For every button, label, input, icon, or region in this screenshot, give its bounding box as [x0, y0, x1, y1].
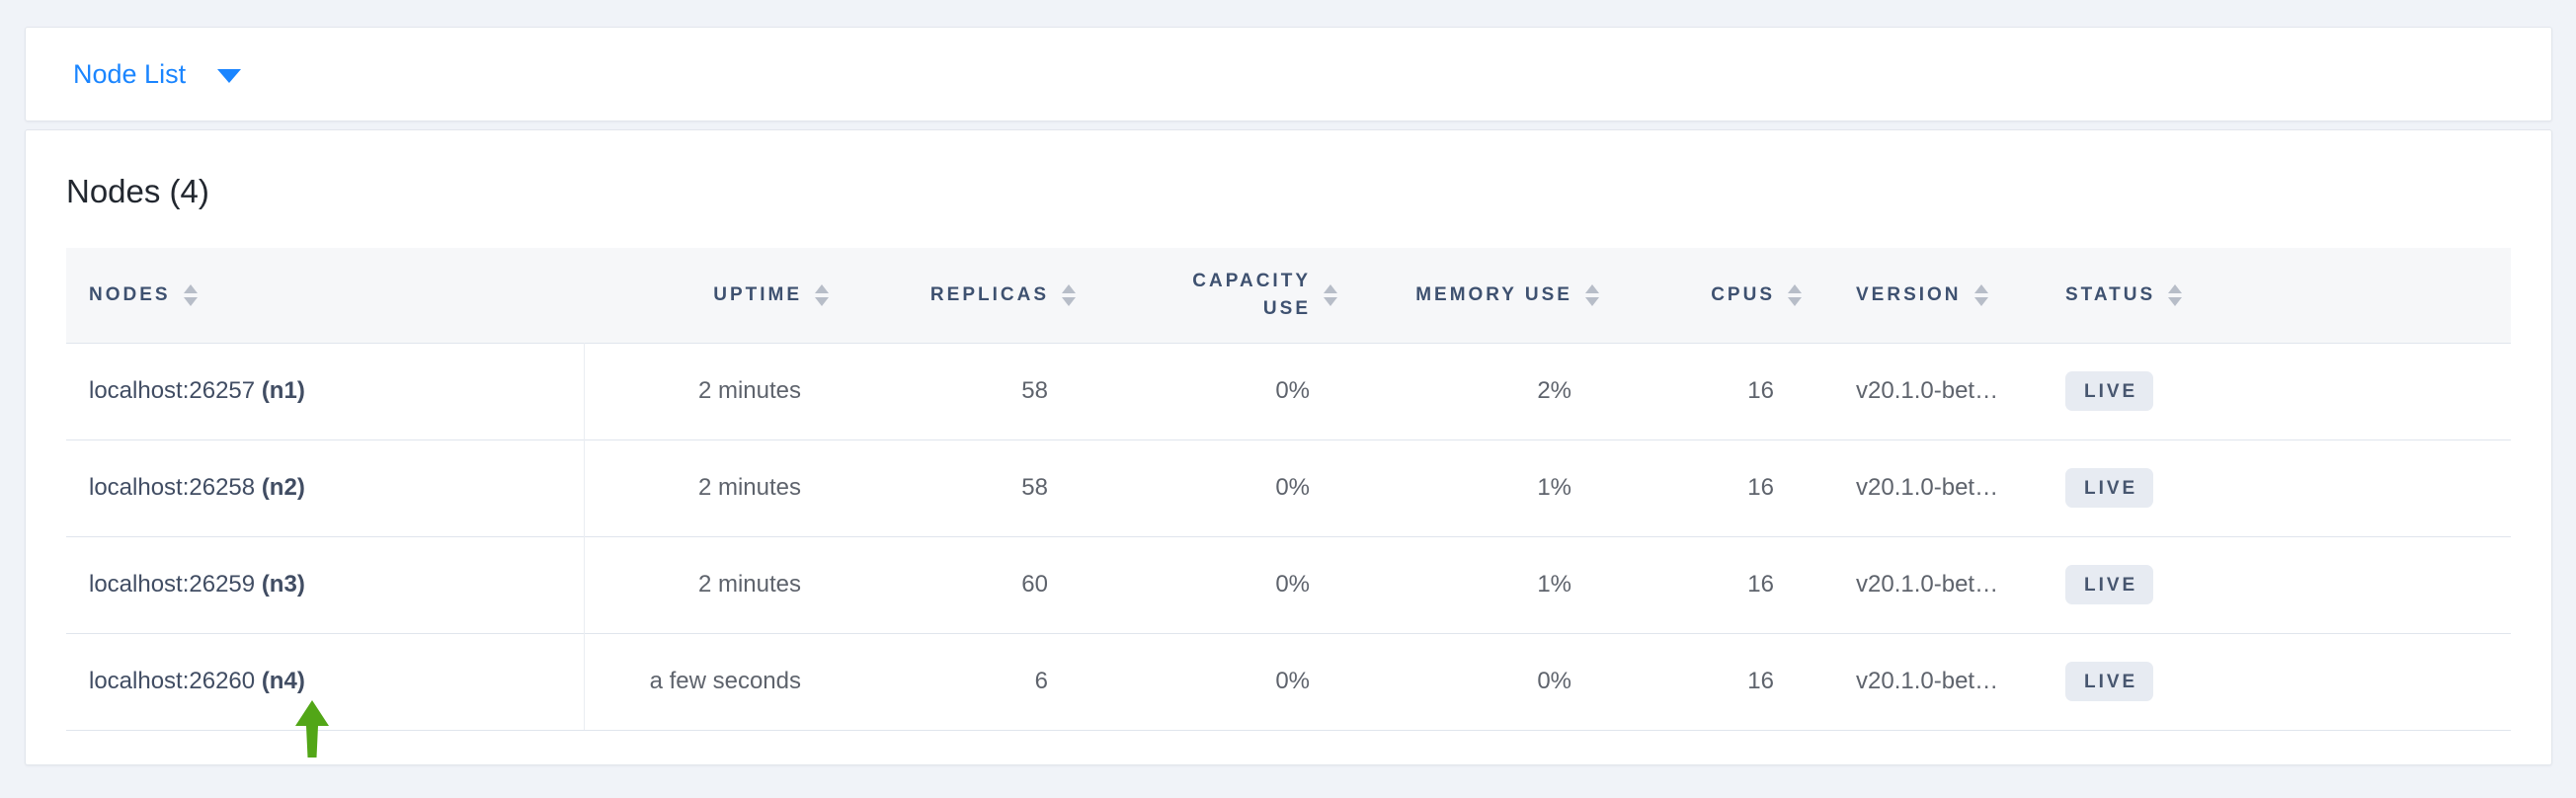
- column-header-capacity-use[interactable]: CAPACITY USE: [1105, 248, 1367, 343]
- table-body: localhost:26257 (n1) 2 minutes 58 0% 2% …: [66, 342, 2511, 731]
- cell-cpus: 16: [1629, 439, 1831, 536]
- status-badge: LIVE: [2065, 468, 2154, 508]
- cell-capacity-use: 0%: [1105, 535, 1367, 633]
- node-id: (n4): [261, 668, 305, 694]
- sort-icon[interactable]: [1788, 283, 1802, 306]
- nodes-table: NODES UPTIME REPLICAS: [66, 248, 2511, 731]
- column-header-uptime[interactable]: UPTIME: [584, 248, 858, 343]
- cell-replicas: 60: [858, 535, 1105, 633]
- cell-node-address[interactable]: localhost:26260 (n4): [66, 632, 585, 731]
- status-badge: LIVE: [2065, 371, 2154, 411]
- nodes-card: Nodes (4) NODES UPTIME: [25, 129, 2552, 765]
- cell-node-address[interactable]: localhost:26257 (n1): [66, 342, 585, 439]
- column-header-cpus[interactable]: CPUS: [1629, 248, 1831, 343]
- node-id: (n3): [261, 571, 305, 598]
- table-row[interactable]: localhost:26260 (n4) a few seconds 6 0% …: [66, 632, 2511, 731]
- cell-uptime: 2 minutes: [584, 535, 858, 633]
- cell-uptime: 2 minutes: [584, 342, 858, 439]
- sort-icon[interactable]: [1324, 283, 1337, 306]
- cell-node-address[interactable]: localhost:26259 (n3): [66, 535, 585, 633]
- view-selector-bar: Node List: [25, 27, 2552, 121]
- cell-version: v20.1.0-bet…: [1831, 439, 2034, 536]
- cell-uptime: a few seconds: [584, 632, 858, 731]
- status-badge: LIVE: [2065, 565, 2154, 604]
- cell-status: LIVE: [2034, 632, 2511, 731]
- cell-status: LIVE: [2034, 342, 2511, 439]
- cell-capacity-use: 0%: [1105, 342, 1367, 439]
- cell-version: v20.1.0-bet…: [1831, 535, 2034, 633]
- sort-icon[interactable]: [815, 283, 829, 306]
- node-list-dropdown[interactable]: Node List: [73, 58, 242, 90]
- sort-icon[interactable]: [1973, 283, 1988, 306]
- node-list-dropdown-label: Node List: [73, 58, 187, 89]
- cell-version: v20.1.0-bet…: [1831, 342, 2034, 439]
- caret-down-icon: [217, 68, 242, 83]
- cell-uptime: 2 minutes: [584, 439, 858, 536]
- cell-cpus: 16: [1629, 342, 1831, 439]
- cell-cpus: 16: [1629, 535, 1831, 633]
- table-row[interactable]: localhost:26257 (n1) 2 minutes 58 0% 2% …: [66, 342, 2511, 439]
- cell-memory-use: 1%: [1367, 535, 1629, 633]
- column-header-replicas[interactable]: REPLICAS: [858, 248, 1105, 343]
- column-header-nodes[interactable]: NODES: [66, 248, 584, 343]
- cell-cpus: 16: [1629, 632, 1831, 731]
- cell-replicas: 58: [858, 342, 1105, 439]
- cell-capacity-use: 0%: [1105, 632, 1367, 731]
- cell-node-address[interactable]: localhost:26258 (n2): [66, 439, 585, 536]
- column-header-memory-use[interactable]: MEMORY USE: [1367, 248, 1629, 343]
- node-id: (n1): [261, 377, 305, 404]
- sort-icon[interactable]: [1585, 283, 1599, 306]
- cell-replicas: 58: [858, 439, 1105, 536]
- page-title: Nodes (4): [66, 173, 209, 209]
- cell-memory-use: 0%: [1367, 632, 1629, 731]
- status-badge: LIVE: [2065, 662, 2154, 701]
- table-row[interactable]: localhost:26259 (n3) 2 minutes 60 0% 1% …: [66, 535, 2511, 633]
- cell-status: LIVE: [2034, 439, 2511, 536]
- sort-icon[interactable]: [2168, 283, 2183, 306]
- cell-memory-use: 1%: [1367, 439, 1629, 536]
- sort-icon[interactable]: [1062, 283, 1076, 306]
- cell-memory-use: 2%: [1367, 342, 1629, 439]
- table-header: NODES UPTIME REPLICAS: [66, 248, 2511, 343]
- cell-status: LIVE: [2034, 535, 2511, 633]
- cell-capacity-use: 0%: [1105, 439, 1367, 536]
- column-header-version[interactable]: VERSION: [1831, 248, 2034, 343]
- table-row[interactable]: localhost:26258 (n2) 2 minutes 58 0% 1% …: [66, 439, 2511, 536]
- node-id: (n2): [261, 474, 305, 501]
- cell-replicas: 6: [858, 632, 1105, 731]
- column-header-status[interactable]: STATUS: [2034, 248, 2511, 343]
- cell-version: v20.1.0-bet…: [1831, 632, 2034, 731]
- sort-icon[interactable]: [183, 283, 198, 306]
